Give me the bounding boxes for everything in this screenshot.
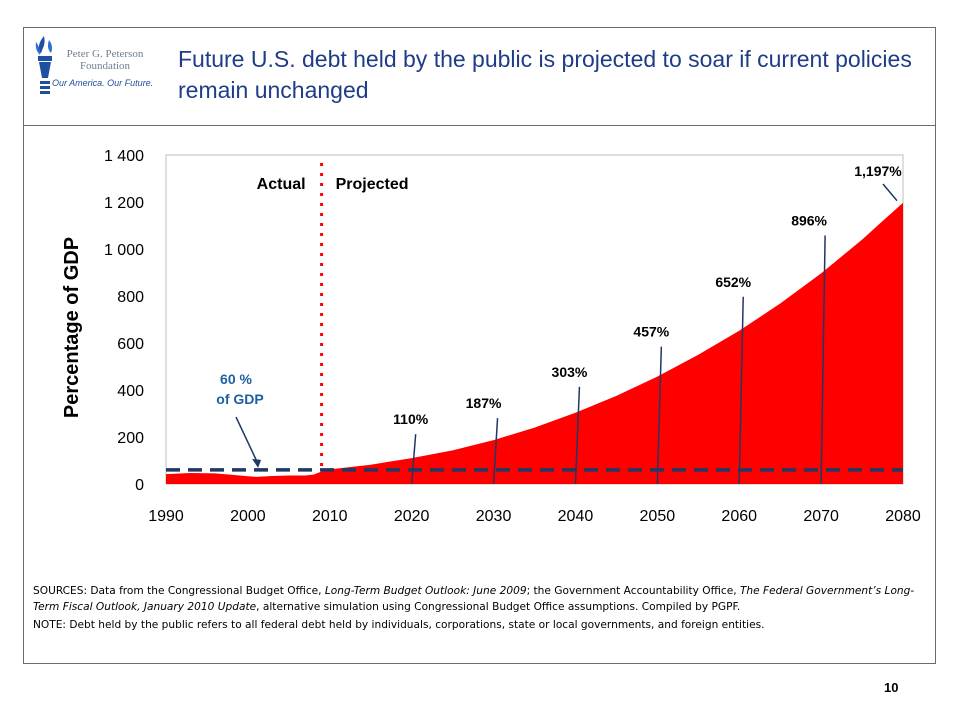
- note-text: NOTE: Debt held by the public refers to …: [33, 619, 765, 631]
- slide-title: Future U.S. debt held by the public is p…: [178, 46, 912, 103]
- y-tick-label: 800: [117, 289, 144, 306]
- x-tick-label: 2030: [476, 508, 512, 525]
- y-tick-label: 400: [117, 383, 144, 400]
- annotation-leader: [738, 296, 744, 485]
- y-tick-label: 1 200: [104, 195, 144, 212]
- y-tick-label: 600: [117, 336, 144, 353]
- ref-annotation-line1: 60 %: [220, 371, 252, 387]
- y-tick-label: 200: [117, 430, 144, 447]
- projected-label: Projected: [336, 176, 409, 193]
- annotation-leader: [492, 418, 499, 485]
- annotation-label: 110%: [393, 411, 429, 427]
- x-tick-label: 2000: [230, 508, 266, 525]
- actual-label: Actual: [257, 176, 306, 193]
- annotation-label: 303%: [552, 364, 588, 380]
- x-tick-label: 2010: [312, 508, 348, 525]
- annotation-label: 1,197%: [854, 163, 902, 179]
- y-tick-label: 0: [135, 477, 144, 494]
- sources-cbo-title: Long-Term Budget Outlook: June 2009: [324, 585, 527, 597]
- header-divider: [23, 125, 936, 126]
- x-tick-label: 2070: [803, 508, 839, 525]
- x-tick-label: 2080: [885, 508, 921, 525]
- torch-icon: [35, 36, 53, 94]
- x-tick-label: 2040: [558, 508, 594, 525]
- sources-part: SOURCES: Data from the Congressional Bud…: [33, 585, 325, 597]
- y-tick-label: 1 000: [104, 242, 144, 259]
- annotation-leader: [820, 235, 826, 485]
- slide-frame: [23, 27, 936, 664]
- logo-name: Peter G. Peterson Foundation: [60, 48, 150, 72]
- y-axis-label: Percentage of GDP: [61, 237, 83, 418]
- sources-gao-title: The Federal Government’s Long-Term Fisca…: [33, 585, 915, 613]
- annotation-label: 652%: [715, 274, 751, 290]
- x-tick-label: 1990: [148, 508, 184, 525]
- logo-name-line2: Foundation: [79, 60, 131, 72]
- annotation-leader: [656, 346, 663, 485]
- x-tick-label: 2060: [721, 508, 757, 525]
- annotation-label: 457%: [633, 324, 669, 340]
- peterson-foundation-logo: Peter G. Peterson Foundation Our America…: [30, 34, 154, 104]
- logo-name-line1: Peter G. Peterson: [66, 48, 144, 60]
- x-tick-label: 2020: [394, 508, 430, 525]
- annotation-label: 187%: [466, 395, 502, 411]
- annotation-leader: [882, 183, 898, 202]
- page-number: 10: [884, 680, 899, 695]
- sources-text: SOURCES: Data from the Congressional Bud…: [33, 583, 928, 615]
- x-tick-label: 2050: [640, 508, 676, 525]
- sources-block: SOURCES: Data from the Congressional Bud…: [33, 583, 928, 633]
- annotation-label: 896%: [791, 212, 827, 228]
- logo-tagline: Our America. Our Future.: [52, 78, 154, 88]
- ref-annotation-line2: of GDP: [216, 391, 263, 407]
- sources-part: , alternative simulation using Congressi…: [256, 601, 741, 613]
- annotation-leader: [410, 434, 417, 485]
- annotation-leader: [574, 386, 581, 485]
- sources-part: ; the Government Accountability Office,: [526, 585, 740, 597]
- y-tick-label: 1 400: [104, 148, 144, 165]
- debt-area: [166, 202, 903, 484]
- ref-arrowhead: [252, 458, 262, 468]
- ref-annotation-arrow: [235, 416, 259, 465]
